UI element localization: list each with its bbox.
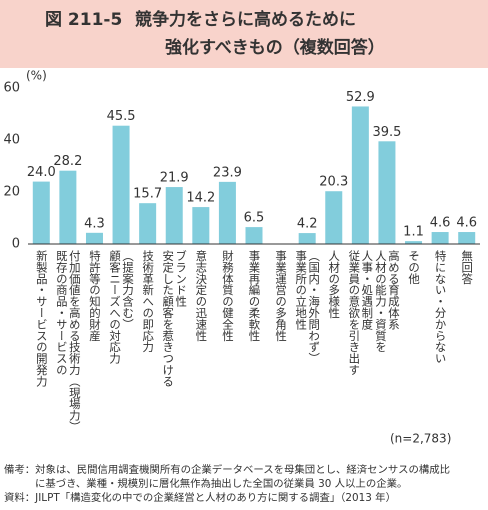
y-tick-label: 40 [3, 133, 20, 148]
x-tick-label: 人材の多様性 [327, 250, 342, 319]
x-tick-label: 無回答 [460, 250, 475, 285]
x-tick-label: 事業所の立地性 （国内・海外問わず） [294, 250, 322, 364]
value-label: 4.2 [297, 217, 318, 232]
x-tick-label: 従業員の意欲を引き出す 人事・処遇制度 [347, 250, 375, 376]
bar [32, 181, 50, 244]
bar [192, 207, 210, 244]
x-tick-label: 新製品・サービスの開発力 [34, 250, 49, 387]
bar [298, 233, 316, 244]
bar [405, 241, 423, 244]
value-label: 14.2 [186, 191, 215, 206]
value-label: 1.1 [403, 225, 424, 240]
n-label: (n=2,783) [390, 432, 451, 446]
value-label: 28.2 [53, 154, 82, 169]
chart-title: 競争力をさらに高めるために [135, 9, 356, 30]
bar [59, 170, 77, 244]
bar [218, 181, 236, 244]
bar [112, 125, 130, 244]
x-tick-label: 意志決定の迅速性 [194, 250, 209, 342]
value-label: 4.3 [84, 216, 105, 231]
x-tick-label: 特にない・分からない [433, 250, 448, 364]
note: 備考：対象は、民間信用調査機関所有の企業データベースを母集団とし、経済センサスの… [4, 464, 451, 476]
value-label: 52.9 [346, 90, 375, 105]
x-tick-label: 技術革新への即応力 [141, 250, 156, 353]
x-tick-label: 事業運営の多角性 [274, 250, 289, 342]
x-tick-label: 特許等の知的財産 [87, 250, 102, 342]
y-unit: (%) [26, 69, 47, 83]
value-label: 20.3 [319, 175, 348, 190]
chart-title: 強化すべきもの（複数回答） [165, 37, 385, 58]
value-label: 23.9 [213, 165, 242, 180]
bar [85, 232, 103, 244]
value-label: 45.5 [107, 109, 136, 124]
x-tick-label: 人材の能力・資質を 高める育成体系 [373, 250, 401, 353]
bar [378, 141, 396, 244]
y-tick-label: 60 [3, 81, 20, 96]
note: に基づき、業種・規模別に層化無作為抽出した全国の従業員 30 人以上の企業。 [35, 478, 408, 490]
x-tick-label: 安定した顧客を惹きつける ブランド性 [161, 250, 189, 387]
bar [325, 191, 343, 244]
value-label: 6.5 [244, 211, 265, 226]
y-tick-label: 0 [12, 237, 20, 252]
bar [351, 106, 369, 245]
x-tick-label: 財務体質の健全性 [220, 250, 235, 342]
x-tick-label: 事業再編の柔軟性 [247, 250, 262, 342]
y-tick-label: 20 [3, 185, 20, 200]
bar [458, 232, 476, 244]
value-label: 39.5 [372, 125, 401, 140]
bar [139, 203, 157, 244]
value-label: 4.6 [456, 216, 477, 231]
bar [245, 227, 263, 244]
value-label: 21.9 [160, 171, 189, 186]
note: 資料：JILPT「構造変化の中での企業経営と人材のあり方に関する調査」（2013… [4, 492, 396, 504]
figure-label: 図 211-5 [45, 10, 122, 30]
x-tick-label: 顧客ニーズへの対応力 （提案力含む） [108, 250, 136, 364]
value-label: 15.7 [133, 187, 162, 202]
bar [431, 232, 449, 244]
x-tick-label: 既存の商品・サービスの 付加価値を高める技術力（現場力） [54, 250, 82, 433]
value-label: 4.6 [430, 216, 451, 231]
title-background [0, 0, 488, 68]
value-label: 24.0 [27, 165, 56, 180]
bar [165, 187, 183, 244]
x-tick-label: その他 [407, 250, 422, 285]
